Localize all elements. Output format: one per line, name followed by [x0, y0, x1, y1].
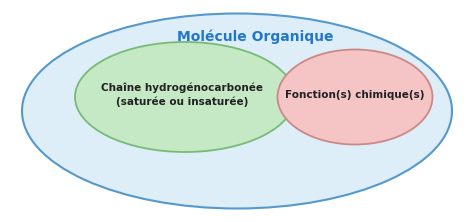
Ellipse shape [22, 14, 452, 208]
Ellipse shape [277, 50, 432, 145]
Ellipse shape [75, 42, 295, 152]
Text: Fonction(s) chimique(s): Fonction(s) chimique(s) [285, 90, 425, 100]
Text: Chaîne hydrogénocarbonée
(saturée ou insaturée): Chaîne hydrogénocarbonée (saturée ou ins… [101, 83, 263, 107]
Text: Molécule Organique: Molécule Organique [177, 30, 333, 44]
